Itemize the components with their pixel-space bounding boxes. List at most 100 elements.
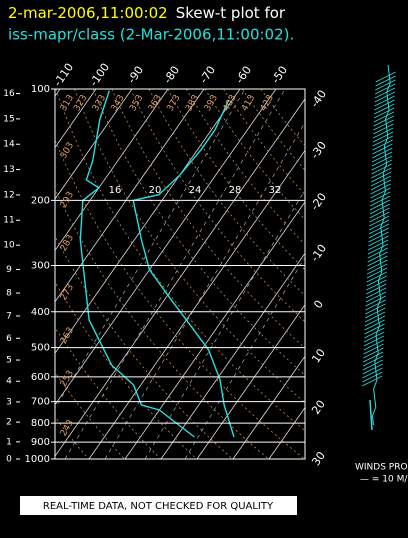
isotherm: [196, 304, 305, 459]
wind-barb: [363, 343, 384, 355]
sounding-line: [79, 90, 195, 438]
height-tick-label: 0: [6, 455, 12, 465]
wind-barb: [364, 327, 385, 339]
wind-barb: [363, 339, 384, 351]
wind-barb: [372, 131, 394, 143]
wind-barb: [367, 259, 388, 271]
wind-barb: [374, 83, 396, 95]
wind-barb: [363, 331, 385, 343]
wind-barb: [374, 103, 395, 115]
wind-barb: [369, 207, 390, 219]
mixing-label: 28: [229, 185, 242, 196]
wind-barb: [375, 75, 396, 87]
wind-barb: [368, 219, 390, 231]
dry-adiabat: [74, 89, 305, 404]
wind-barb: [362, 371, 383, 383]
wind-barb: [364, 323, 385, 335]
wind-barb: [372, 139, 393, 151]
wind-barb: [373, 127, 394, 139]
dry-adiabat: [223, 89, 305, 196]
wind-barb: [362, 363, 383, 375]
wind-barb: [362, 355, 384, 367]
wind-barb: [370, 175, 392, 187]
wind-barb: [371, 171, 392, 183]
wind-barb: [370, 183, 391, 195]
wind-barb: [369, 211, 390, 223]
isotherm: [160, 252, 305, 459]
y-tick-label: 400: [31, 307, 50, 318]
wind-barb: [366, 263, 388, 275]
height-tick-label: 1: [6, 437, 12, 447]
wind-barb: [365, 295, 386, 307]
y-tick-label: 500: [31, 343, 50, 354]
wind-barb: [369, 203, 391, 215]
height-tick-label: 8: [6, 289, 12, 299]
note-box: [20, 496, 297, 515]
height-tick-label: 14: [3, 140, 15, 150]
mixing-label: 32: [269, 185, 282, 196]
wind-barb: [367, 247, 389, 259]
wind-barb: [373, 115, 394, 127]
wind-barb: [363, 351, 384, 363]
dry-adiabat: [148, 89, 305, 297]
isotherm: [55, 98, 305, 457]
wind-barb: [372, 147, 393, 159]
wind-barb: [375, 79, 396, 91]
wind-staff: [371, 64, 391, 426]
sounding-line: [132, 99, 235, 438]
wind-title: WINDS PROFILE: [355, 463, 408, 473]
wind-barb: [370, 179, 392, 191]
wind-scale: — = 10 M/: [360, 475, 408, 485]
height-tick-label: 6: [6, 334, 12, 344]
chart-subtitle: iss-mapr/class (2-Mar-2006,11:00:02).: [8, 26, 294, 44]
wind-barb: [368, 223, 390, 235]
dry-adiabat: [130, 89, 305, 323]
chart-title: 2-mar-2006,11:00:02 Skew-t plot for: [8, 4, 286, 22]
wind-barb: [369, 215, 390, 227]
wind-barb: [372, 143, 393, 155]
wind-barb: [365, 303, 386, 315]
wind-barb: [375, 71, 396, 83]
wind-barb: [368, 227, 389, 239]
height-tick-label: 13: [3, 165, 14, 175]
wind-barb: [368, 239, 389, 251]
isotherm: [55, 89, 133, 200]
height-tick-label: 4: [6, 377, 12, 387]
wind-barb: [366, 271, 387, 283]
y-tick-label: 1000: [25, 454, 50, 465]
height-tick-label: 11: [3, 216, 14, 226]
height-tick-label: 5: [6, 356, 12, 366]
mixing-label: 20: [149, 185, 162, 196]
wind-barb: [366, 279, 387, 291]
y-tick-label: 900: [31, 437, 50, 448]
y-tick-label: 200: [31, 195, 50, 206]
title-date: 2-mar-2006,11:00:02: [8, 4, 168, 22]
wind-barb: [373, 111, 395, 123]
y-tick-label: 700: [31, 397, 50, 408]
wind-barb: [369, 199, 391, 211]
wind-barb: [366, 275, 387, 287]
isotherm: [55, 89, 241, 354]
dry-adiabat: [55, 138, 305, 459]
y-tick-label: 300: [31, 261, 50, 272]
isotherm: [88, 149, 305, 459]
dry-adiabat: [55, 89, 305, 432]
wind-barb: [364, 311, 386, 323]
wind-barb: [365, 307, 386, 319]
wind-barb: [361, 375, 383, 387]
wind-barb: [363, 335, 385, 347]
isotherm: [232, 355, 305, 459]
wind-barb: [365, 299, 386, 311]
wind-staff-low: [369, 399, 373, 431]
mixing-label: 16: [109, 185, 122, 196]
wind-barb: [363, 347, 384, 359]
wind-barb: [374, 99, 395, 111]
wind-barb: [367, 251, 388, 263]
isotherm: [55, 89, 205, 303]
height-tick-label: 15: [3, 114, 14, 124]
wind-barb: [364, 315, 386, 327]
wind-barb: [373, 107, 395, 119]
wind-barb: [374, 87, 396, 99]
wind-barb: [372, 135, 394, 147]
